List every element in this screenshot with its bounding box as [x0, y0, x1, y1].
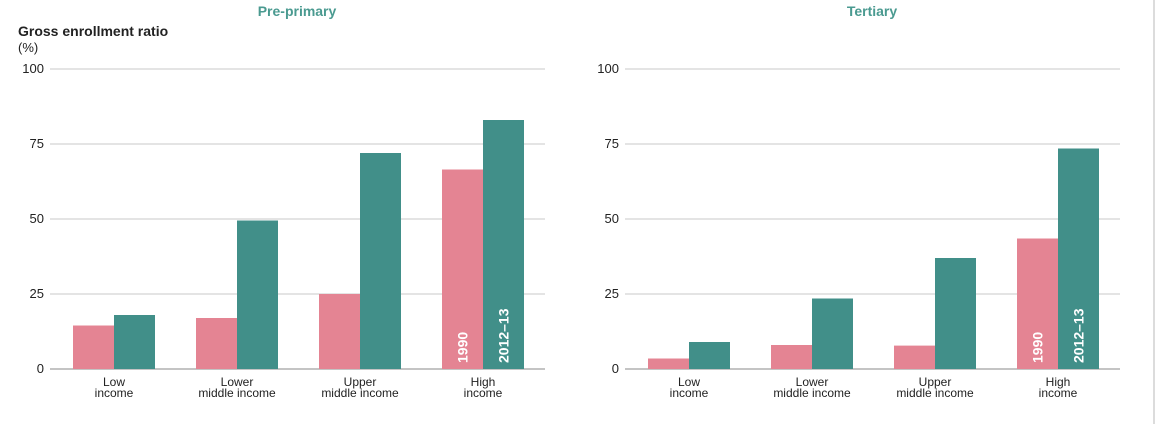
bar-1990 — [894, 345, 935, 369]
series-label: 2012–13 — [496, 308, 512, 363]
bar-1990 — [771, 345, 812, 369]
category-label: High — [471, 375, 496, 389]
bar-1990 — [1017, 238, 1058, 369]
y-tick-label: 25 — [30, 286, 44, 301]
y-tick-label: 100 — [22, 61, 44, 76]
bar-2012-13 — [114, 315, 155, 369]
right-edge-rule — [1153, 0, 1155, 424]
y-tick-label: 50 — [605, 211, 619, 226]
bar-2012-13 — [483, 120, 524, 369]
series-label: 1990 — [455, 332, 471, 363]
y-tick-label: 0 — [37, 361, 44, 376]
category-label: middle income — [321, 386, 399, 400]
category-label: Upper — [919, 375, 952, 389]
category-label: income — [670, 386, 709, 400]
category-label: income — [464, 386, 503, 400]
y-tick-label: 75 — [30, 136, 44, 151]
bar-1990 — [319, 294, 360, 369]
bar-1990 — [196, 318, 237, 369]
bar-1990 — [442, 169, 483, 369]
category-label: Lower — [796, 375, 829, 389]
series-label: 1990 — [1030, 332, 1046, 363]
bar-2012-13 — [1058, 148, 1099, 369]
bar-1990 — [648, 358, 689, 369]
y-tick-label: 100 — [597, 61, 619, 76]
category-label: High — [1046, 375, 1071, 389]
bar-2012-13 — [360, 153, 401, 369]
y-tick-label: 50 — [30, 211, 44, 226]
category-label: middle income — [198, 386, 276, 400]
chart-title: Tertiary — [847, 3, 898, 19]
category-label: Low — [103, 375, 125, 389]
y-tick-label: 75 — [605, 136, 619, 151]
chart-title: Pre-primary — [258, 3, 337, 19]
bar-2012-13 — [237, 220, 278, 369]
bar-2012-13 — [812, 298, 853, 369]
y-tick-label: 0 — [612, 361, 619, 376]
bar-1990 — [73, 325, 114, 369]
bar-2012-13 — [935, 258, 976, 369]
category-label: Upper — [344, 375, 377, 389]
category-label: middle income — [773, 386, 851, 400]
pre-primary-chart: Pre-primary Gross enrollment ratio(%) 0 25 5… — [18, 3, 545, 400]
y-axis-label: Gross enrollment ratio — [18, 23, 168, 39]
category-label: Low — [678, 375, 700, 389]
category-label: income — [95, 386, 134, 400]
y-tick-label: 25 — [605, 286, 619, 301]
category-label: Lower — [221, 375, 254, 389]
category-label: income — [1039, 386, 1078, 400]
series-label: 2012–13 — [1071, 308, 1087, 363]
y-axis-unit: (%) — [18, 40, 38, 55]
bar-2012-13 — [689, 342, 730, 369]
category-label: middle income — [896, 386, 974, 400]
